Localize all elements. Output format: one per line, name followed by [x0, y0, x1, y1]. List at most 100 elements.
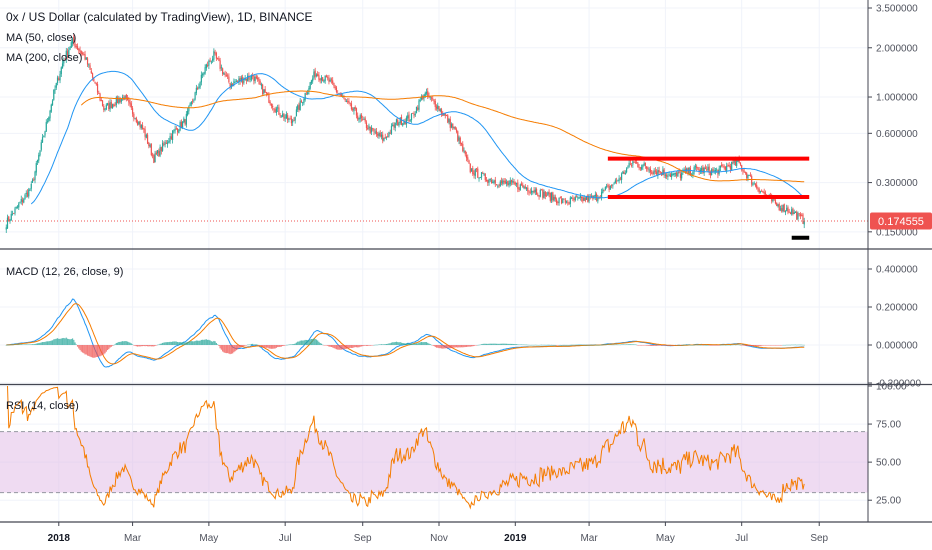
macd-histogram-bar	[385, 343, 388, 345]
candle-body	[668, 174, 670, 176]
macd-histogram-bar	[798, 344, 800, 346]
macd-histogram-bar	[498, 343, 500, 345]
macd-histogram-bar	[472, 345, 474, 347]
candle-body	[657, 170, 659, 176]
macd-histogram-bar	[786, 344, 788, 346]
candle-body	[656, 171, 658, 175]
candle-body	[759, 191, 762, 192]
macd-histogram-bar	[692, 344, 694, 346]
candle-body	[748, 175, 750, 176]
macd-histogram-bar	[478, 344, 480, 346]
macd-histogram-bar	[8, 344, 10, 346]
candle-body	[696, 166, 698, 168]
macd-histogram-bar	[222, 345, 224, 352]
candle-body	[31, 179, 34, 183]
candle-body	[490, 180, 493, 184]
macd-histogram-bar	[781, 345, 783, 346]
candle-body	[150, 144, 152, 156]
macd-histogram-bar	[171, 341, 174, 345]
macd-histogram-bar	[185, 342, 187, 345]
macd-histogram-bar	[375, 344, 378, 346]
macd-histogram-bar	[747, 345, 749, 346]
candle-body	[359, 115, 361, 120]
candle-body	[195, 87, 197, 94]
candle-body	[19, 202, 21, 204]
candle-body	[729, 165, 732, 170]
candle-body	[288, 118, 290, 120]
macd-histogram-bar	[537, 344, 539, 346]
candle-body	[80, 51, 82, 54]
macd-histogram-bar	[364, 345, 366, 346]
macd-histogram-bar	[90, 345, 92, 358]
candle-body	[693, 167, 695, 172]
macd-histogram-bar	[71, 338, 74, 345]
macd-histogram-bar	[492, 343, 494, 345]
macd-histogram-bar	[465, 345, 468, 347]
candle-body	[305, 93, 308, 95]
candle-body	[636, 162, 638, 164]
macd-histogram-bar	[743, 345, 745, 346]
macd-histogram-bar	[727, 344, 729, 346]
candle-body	[653, 170, 655, 174]
price-tick-label-0: 3.500000	[876, 4, 918, 15]
macd-histogram-bar	[255, 344, 257, 345]
macd-histogram-bar	[614, 344, 616, 346]
candle-body	[277, 107, 279, 109]
candle-body	[553, 196, 555, 202]
macd-histogram-bar	[333, 345, 335, 349]
candle-body	[278, 107, 280, 115]
signal-line	[6, 303, 805, 365]
macd-histogram-bar	[529, 344, 531, 346]
candle-body	[569, 197, 571, 204]
candle-body	[299, 100, 301, 111]
macd-histogram-bar	[277, 345, 279, 348]
candle-body	[621, 173, 623, 180]
macd-histogram-bar	[487, 343, 489, 345]
candle-body	[562, 198, 564, 204]
candle-body	[754, 183, 757, 186]
macd-histogram-bar	[589, 344, 591, 346]
candle-body	[525, 187, 528, 190]
macd-histogram-bar	[728, 344, 730, 346]
candle-body	[514, 182, 516, 185]
candle-body	[452, 123, 454, 129]
candle-body	[523, 186, 525, 189]
candle-body	[447, 115, 449, 123]
macd-histogram-bar	[474, 345, 476, 346]
macd-histogram-bar	[253, 344, 255, 345]
macd-histogram-bar	[89, 345, 91, 357]
macd-histogram-bar	[802, 344, 804, 346]
macd-histogram-bar	[525, 344, 528, 346]
candle-body	[202, 74, 204, 76]
macd-histogram-bar	[418, 342, 420, 345]
macd-histogram-bar	[582, 344, 584, 346]
candle-body	[347, 101, 349, 102]
macd-histogram-bar	[220, 345, 222, 350]
macd-histogram-bar	[239, 345, 241, 348]
candle-body	[333, 82, 335, 87]
macd-histogram-bar	[267, 345, 269, 348]
macd-histogram-bar	[304, 339, 306, 345]
macd-histogram-bar	[673, 345, 675, 346]
candle-body	[9, 220, 11, 222]
candle-body	[323, 80, 325, 83]
macd-histogram-bar	[263, 345, 265, 348]
candle-body	[368, 125, 370, 129]
candle-body	[682, 171, 684, 173]
candle-body	[783, 204, 785, 212]
macd-histogram-bar	[91, 345, 94, 358]
candle-body	[454, 126, 456, 130]
macd-histogram-bar	[527, 344, 529, 346]
macd-histogram-bar	[258, 345, 260, 346]
macd-histogram-bar	[368, 345, 370, 346]
macd-histogram-bar	[344, 345, 346, 350]
candle-body	[151, 154, 154, 156]
candle-body	[81, 53, 84, 54]
macd-histogram-bar	[278, 345, 280, 348]
candle-body	[121, 96, 124, 98]
macd-histogram-bar	[337, 345, 339, 350]
candle-body	[395, 119, 398, 123]
ma50-label: MA (50, close)	[6, 32, 76, 44]
macd-histogram-bar	[126, 341, 129, 345]
